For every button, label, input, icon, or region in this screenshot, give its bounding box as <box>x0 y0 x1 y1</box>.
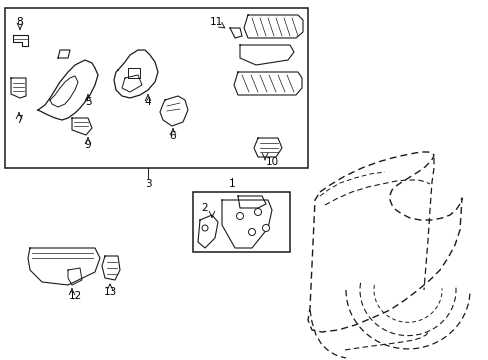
Polygon shape <box>102 256 120 280</box>
Text: 4: 4 <box>144 97 151 107</box>
Circle shape <box>254 208 261 216</box>
Text: 8: 8 <box>17 17 23 27</box>
Text: 11: 11 <box>209 17 222 27</box>
Polygon shape <box>28 248 100 285</box>
Polygon shape <box>253 138 282 157</box>
Bar <box>5 8 307 168</box>
Polygon shape <box>128 68 140 78</box>
Polygon shape <box>122 75 142 92</box>
Text: 10: 10 <box>265 157 278 167</box>
Text: 7: 7 <box>16 115 22 125</box>
Polygon shape <box>11 78 26 98</box>
Polygon shape <box>238 196 265 208</box>
Polygon shape <box>13 35 28 46</box>
Circle shape <box>248 229 255 235</box>
Text: 6: 6 <box>169 131 176 141</box>
Text: 13: 13 <box>103 287 116 297</box>
Polygon shape <box>114 50 158 98</box>
Polygon shape <box>72 118 92 135</box>
Text: 5: 5 <box>84 97 91 107</box>
Polygon shape <box>244 15 303 38</box>
Polygon shape <box>198 215 218 248</box>
Polygon shape <box>240 45 293 65</box>
Polygon shape <box>160 96 187 126</box>
Polygon shape <box>38 60 98 120</box>
Bar <box>193 192 289 252</box>
Circle shape <box>236 212 243 220</box>
Polygon shape <box>222 200 271 248</box>
Text: 2: 2 <box>201 203 208 213</box>
Polygon shape <box>229 28 242 38</box>
Text: 9: 9 <box>84 140 91 150</box>
Circle shape <box>262 225 269 231</box>
Text: 3: 3 <box>144 179 151 189</box>
Polygon shape <box>234 72 302 95</box>
Text: 1: 1 <box>228 179 235 189</box>
Text: 12: 12 <box>68 291 81 301</box>
Polygon shape <box>68 268 82 285</box>
Polygon shape <box>58 50 70 58</box>
Polygon shape <box>50 76 78 107</box>
Circle shape <box>202 225 207 231</box>
